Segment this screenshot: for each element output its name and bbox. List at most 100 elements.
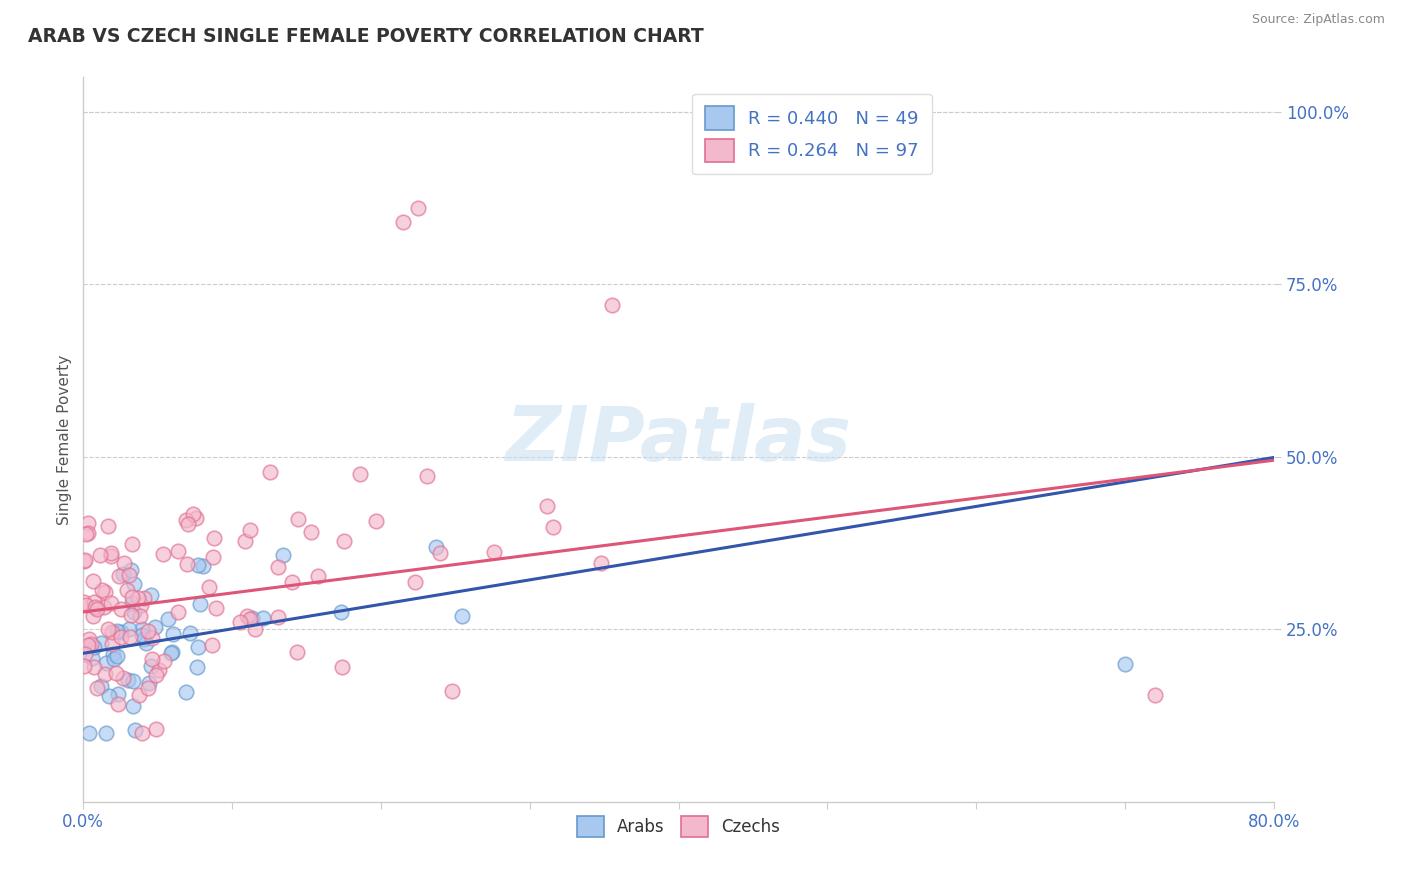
Point (285, 645, 308, 659)
Point (121, 596, 143, 610)
Point (162, 645, 184, 659)
Point (162, 627, 184, 641)
Point (143, 620, 166, 634)
Point (425, 541, 447, 555)
Point (82, 574, 104, 589)
Point (202, 531, 225, 545)
Point (73, 648, 96, 662)
Point (77, 725, 100, 739)
Point (239, 523, 262, 537)
Point (179, 626, 201, 640)
Point (100, 546, 122, 560)
Point (117, 622, 139, 636)
Point (131, 725, 153, 739)
Point (83, 595, 105, 609)
Point (118, 568, 141, 582)
Point (441, 684, 464, 698)
Point (167, 544, 190, 558)
Point (97, 519, 120, 533)
Point (136, 624, 159, 638)
Point (1143, 688, 1166, 702)
Point (117, 673, 139, 687)
Point (271, 548, 294, 562)
Point (94, 585, 117, 599)
Point (132, 632, 155, 647)
Point (181, 507, 204, 521)
Point (101, 637, 124, 651)
Point (197, 580, 219, 594)
Point (450, 608, 472, 623)
Text: ARAB VS CZECH SINGLE FEMALE POVERTY CORRELATION CHART: ARAB VS CZECH SINGLE FEMALE POVERTY CORR… (28, 27, 704, 45)
Point (184, 511, 207, 525)
Point (86, 681, 108, 695)
Point (112, 556, 135, 570)
Point (589, 556, 612, 570)
Point (122, 577, 145, 591)
Point (73, 595, 96, 609)
Point (122, 674, 145, 689)
Point (176, 557, 198, 571)
Point (330, 605, 353, 619)
Point (600, 298, 623, 312)
Point (90, 582, 112, 597)
Point (349, 467, 371, 481)
Point (124, 723, 146, 738)
Point (120, 607, 142, 622)
Point (90, 636, 112, 650)
Point (240, 611, 263, 625)
Point (73, 553, 96, 567)
Point (145, 668, 167, 682)
Point (134, 635, 156, 649)
Point (236, 609, 259, 624)
Point (416, 468, 439, 483)
Point (243, 622, 266, 636)
Y-axis label: Single Female Poverty: Single Female Poverty (58, 354, 72, 524)
Point (152, 547, 174, 561)
Point (115, 583, 138, 598)
Point (188, 597, 211, 611)
Point (77, 525, 100, 540)
Point (96, 657, 118, 671)
Point (73, 659, 96, 673)
Point (83, 600, 105, 615)
Point (104, 666, 127, 681)
Point (136, 681, 159, 696)
Point (281, 574, 304, 589)
Point (77, 639, 100, 653)
Point (131, 622, 153, 636)
Point (97, 623, 120, 637)
Point (141, 631, 163, 645)
Point (100, 624, 122, 639)
Point (83, 640, 105, 655)
Point (156, 612, 179, 626)
Point (77, 632, 100, 646)
Point (187, 558, 209, 573)
Point (299, 524, 322, 539)
Point (145, 722, 167, 736)
Point (148, 663, 170, 677)
Point (186, 659, 208, 673)
Point (392, 215, 415, 229)
Point (121, 536, 143, 550)
Point (105, 648, 128, 663)
Point (333, 533, 356, 548)
Point (121, 590, 143, 604)
Point (166, 605, 188, 619)
Point (267, 560, 290, 574)
Point (141, 652, 163, 666)
Point (1114, 657, 1136, 671)
Point (89, 548, 111, 562)
Point (128, 609, 150, 624)
Point (187, 640, 209, 655)
Text: ZIPatlas: ZIPatlas (506, 402, 852, 476)
Point (80, 651, 103, 665)
Point (98, 689, 121, 703)
Point (105, 624, 128, 638)
Point (139, 589, 162, 603)
Point (406, 202, 429, 216)
Point (96, 725, 118, 739)
Point (176, 685, 198, 699)
Point (267, 609, 290, 624)
Point (86, 602, 108, 616)
Point (233, 533, 256, 548)
